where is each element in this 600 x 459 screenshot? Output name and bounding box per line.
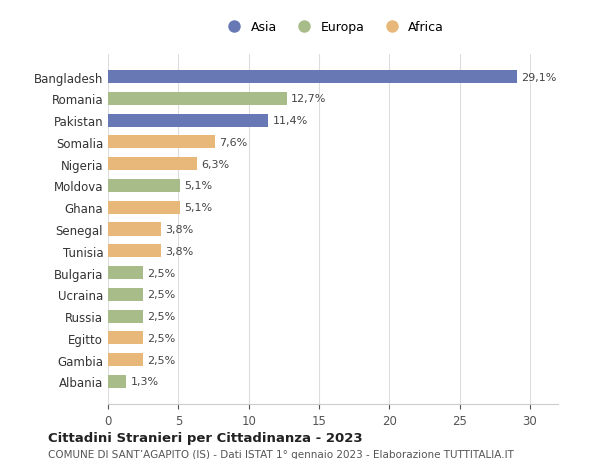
Text: 2,5%: 2,5%: [148, 355, 176, 365]
Bar: [108, 310, 143, 323]
Bar: [108, 136, 215, 149]
Text: Cittadini Stranieri per Cittadinanza - 2023: Cittadini Stranieri per Cittadinanza - 2…: [48, 431, 362, 444]
Text: COMUNE DI SANT’AGAPITO (IS) - Dati ISTAT 1° gennaio 2023 - Elaborazione TUTTITAL: COMUNE DI SANT’AGAPITO (IS) - Dati ISTAT…: [48, 449, 514, 459]
Bar: [108, 223, 161, 236]
Text: 7,6%: 7,6%: [219, 138, 247, 148]
Text: 5,1%: 5,1%: [184, 203, 212, 213]
Text: 29,1%: 29,1%: [521, 73, 557, 83]
Text: 6,3%: 6,3%: [201, 159, 229, 169]
Bar: [108, 71, 517, 84]
Bar: [108, 331, 143, 345]
Bar: [108, 245, 161, 258]
Text: 2,5%: 2,5%: [148, 333, 176, 343]
Bar: [108, 158, 197, 171]
Text: 2,5%: 2,5%: [148, 311, 176, 321]
Bar: [108, 353, 143, 366]
Text: 1,3%: 1,3%: [131, 376, 158, 386]
Bar: [108, 93, 287, 106]
Bar: [108, 201, 180, 214]
Legend: Asia, Europa, Africa: Asia, Europa, Africa: [217, 16, 449, 39]
Bar: [108, 288, 143, 301]
Text: 5,1%: 5,1%: [184, 181, 212, 191]
Bar: [108, 375, 126, 388]
Text: 12,7%: 12,7%: [291, 94, 326, 104]
Bar: [108, 179, 180, 193]
Bar: [108, 266, 143, 280]
Text: 2,5%: 2,5%: [148, 290, 176, 300]
Text: 3,8%: 3,8%: [166, 224, 194, 235]
Text: 11,4%: 11,4%: [272, 116, 308, 126]
Text: 3,8%: 3,8%: [166, 246, 194, 256]
Bar: [108, 114, 268, 128]
Text: 2,5%: 2,5%: [148, 268, 176, 278]
